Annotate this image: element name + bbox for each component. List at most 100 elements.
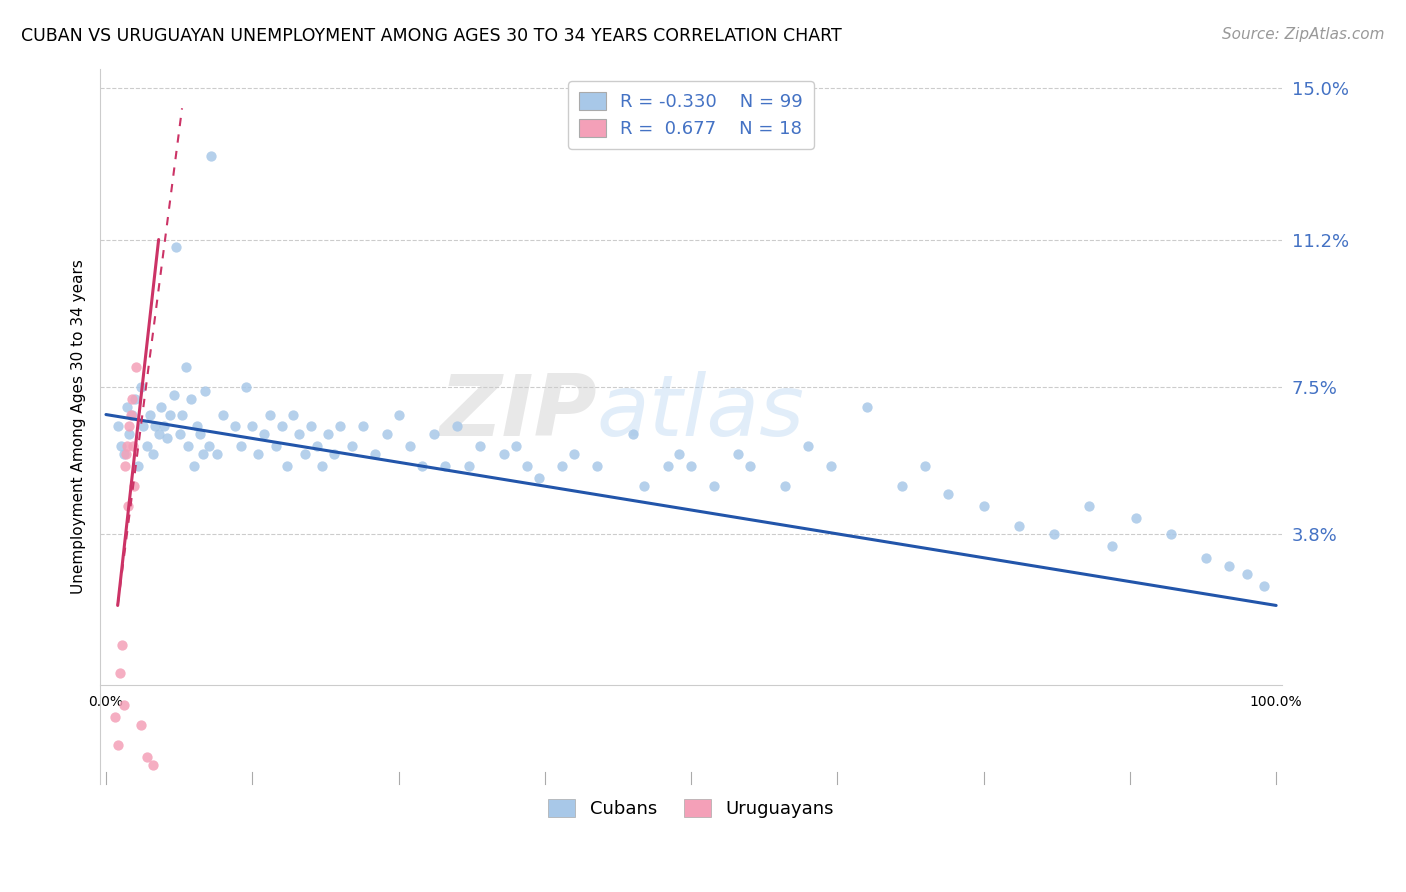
- Point: [1101, 539, 1123, 553]
- Point: [1218, 558, 1240, 573]
- Point: [118, 427, 141, 442]
- Point: [938, 487, 960, 501]
- Point: [235, 380, 257, 394]
- Point: [270, 419, 292, 434]
- Point: [124, 392, 146, 406]
- Point: [1253, 578, 1275, 592]
- Point: [1160, 526, 1182, 541]
- Point: [129, 380, 152, 394]
- Point: [318, 427, 340, 442]
- Point: [240, 419, 263, 434]
- Point: [169, 427, 191, 442]
- Point: [283, 408, 305, 422]
- Text: ZIP: ZIP: [439, 371, 596, 454]
- Point: [165, 240, 187, 254]
- Point: [136, 749, 159, 764]
- Point: [110, 439, 132, 453]
- Point: [470, 439, 492, 453]
- Point: [820, 459, 842, 474]
- Point: [212, 408, 235, 422]
- Point: [387, 408, 409, 422]
- Point: [973, 499, 995, 513]
- Point: [311, 459, 333, 474]
- Point: [104, 710, 127, 724]
- Point: [148, 427, 170, 442]
- Point: [121, 408, 143, 422]
- Point: [115, 439, 138, 453]
- Point: [1042, 526, 1064, 541]
- Point: [738, 459, 761, 474]
- Point: [114, 459, 136, 474]
- Point: [505, 439, 527, 453]
- Point: [264, 439, 287, 453]
- Point: [247, 447, 270, 461]
- Text: Source: ZipAtlas.com: Source: ZipAtlas.com: [1222, 27, 1385, 42]
- Point: [143, 419, 166, 434]
- Point: [198, 439, 221, 453]
- Point: [294, 447, 316, 461]
- Point: [773, 479, 796, 493]
- Point: [375, 427, 398, 442]
- Point: [657, 459, 679, 474]
- Point: [136, 439, 159, 453]
- Point: [621, 427, 644, 442]
- Point: [120, 408, 142, 422]
- Point: [180, 392, 202, 406]
- Point: [1236, 566, 1258, 581]
- Point: [299, 419, 322, 434]
- Point: [890, 479, 912, 493]
- Point: [149, 400, 172, 414]
- Legend: Cubans, Uruguayans: Cubans, Uruguayans: [541, 792, 841, 825]
- Point: [125, 359, 148, 374]
- Point: [399, 439, 422, 453]
- Point: [422, 427, 444, 442]
- Text: CUBAN VS URUGUAYAN UNEMPLOYMENT AMONG AGES 30 TO 34 YEARS CORRELATION CHART: CUBAN VS URUGUAYAN UNEMPLOYMENT AMONG AG…: [21, 27, 842, 45]
- Point: [703, 479, 725, 493]
- Point: [205, 447, 228, 461]
- Point: [115, 400, 138, 414]
- Point: [117, 499, 139, 513]
- Point: [305, 439, 328, 453]
- Point: [527, 471, 550, 485]
- Point: [177, 439, 200, 453]
- Point: [159, 408, 181, 422]
- Point: [111, 638, 134, 652]
- Point: [276, 459, 298, 474]
- Point: [163, 387, 186, 401]
- Point: [1077, 499, 1099, 513]
- Point: [352, 419, 374, 434]
- Point: [112, 447, 135, 461]
- Point: [364, 447, 387, 461]
- Point: [142, 447, 165, 461]
- Point: [122, 479, 145, 493]
- Point: [108, 666, 131, 681]
- Point: [562, 447, 585, 461]
- Point: [170, 408, 193, 422]
- Point: [516, 459, 538, 474]
- Point: [186, 419, 208, 434]
- Point: [914, 459, 936, 474]
- Point: [1125, 511, 1147, 525]
- Point: [112, 698, 135, 712]
- Point: [194, 384, 217, 398]
- Point: [457, 459, 479, 474]
- Point: [329, 419, 352, 434]
- Point: [153, 419, 176, 434]
- Point: [855, 400, 877, 414]
- Point: [668, 447, 690, 461]
- Point: [446, 419, 468, 434]
- Point: [551, 459, 574, 474]
- Point: [200, 149, 222, 163]
- Point: [323, 447, 346, 461]
- Point: [1195, 550, 1218, 565]
- Point: [188, 427, 211, 442]
- Point: [183, 459, 205, 474]
- Point: [253, 427, 276, 442]
- Point: [492, 447, 515, 461]
- Point: [139, 408, 162, 422]
- Point: [224, 419, 246, 434]
- Point: [681, 459, 703, 474]
- Point: [118, 419, 141, 434]
- Point: [107, 419, 129, 434]
- Point: [434, 459, 457, 474]
